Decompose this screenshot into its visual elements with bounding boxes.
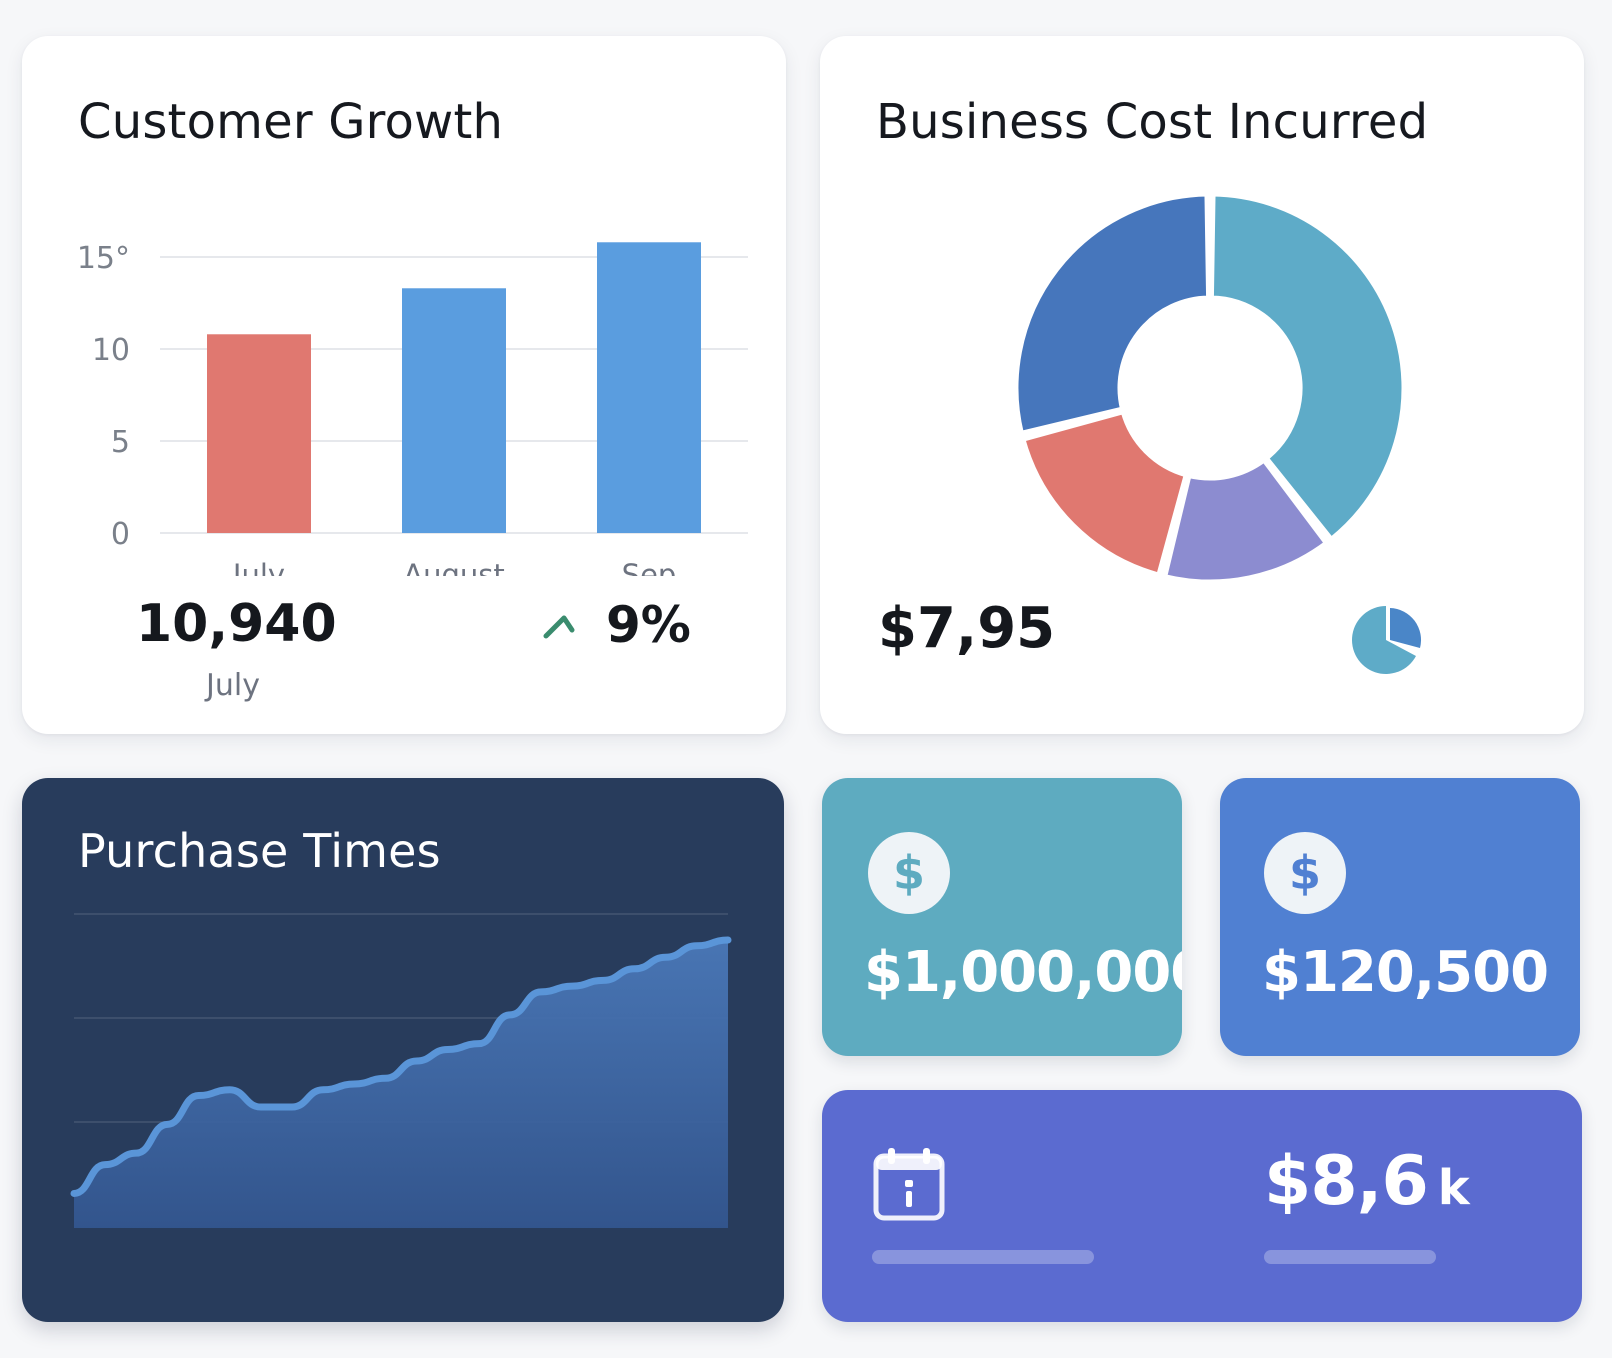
stat-amount-schedule: $8,6 k <box>1264 1142 1470 1221</box>
x-tick-label: Sep <box>622 558 677 576</box>
donut-slice <box>1019 408 1190 579</box>
stat-amount-revenue: $120,500 <box>1262 940 1549 1005</box>
growth-trend-value: 9% <box>606 596 691 654</box>
bar-sep <box>597 242 701 533</box>
customer-growth-title: Customer Growth <box>78 94 504 150</box>
stat-card-revenue[interactable]: $ $120,500 <box>1220 778 1580 1056</box>
y-tick-label: 10 <box>92 333 130 368</box>
dollar-icon: $ <box>868 832 950 914</box>
dollar-icon: $ <box>1264 832 1346 914</box>
placeholder-bar <box>1264 1250 1436 1264</box>
trend-up-icon <box>543 615 575 639</box>
business-cost-title: Business Cost Incurred <box>876 94 1429 150</box>
x-tick-label: July <box>231 558 285 576</box>
donut-slice <box>1013 191 1212 437</box>
business-cost-donut-chart <box>1013 191 1407 585</box>
bar-august <box>402 288 506 533</box>
growth-trend: 9% <box>542 596 691 654</box>
stat-amount-unit: k <box>1437 1160 1470 1216</box>
pie-chart-icon[interactable] <box>1350 600 1430 680</box>
purchase-times-area-chart <box>70 913 732 1228</box>
y-tick-label: 5 <box>111 425 130 460</box>
customer-growth-period: July <box>206 668 260 703</box>
business-cost-card: Business Cost Incurred $7,95 <box>820 36 1584 734</box>
placeholder-bar <box>872 1250 1094 1264</box>
area-line <box>70 936 732 1197</box>
bar-july <box>207 334 311 533</box>
stat-amount-value: $8,6 <box>1264 1142 1429 1221</box>
x-tick-label: August <box>403 558 505 576</box>
customer-growth-bar-chart: 15° 10 5 0 July August Sep <box>77 241 748 576</box>
business-cost-value: $7,95 <box>878 596 1056 661</box>
stat-amount-total: $1,000,000 <box>864 940 1182 1005</box>
area-fill <box>74 940 728 1228</box>
calendar-icon <box>873 1148 945 1221</box>
stat-card-total[interactable]: $ $1,000,000 <box>822 778 1182 1056</box>
purchase-times-title: Purchase Times <box>78 824 441 878</box>
y-tick-label: 0 <box>111 517 130 552</box>
y-tick-label: 15° <box>77 241 130 276</box>
customer-growth-value: 10,940 <box>136 594 337 654</box>
stat-card-schedule[interactable]: $8,6 k <box>822 1090 1582 1322</box>
purchase-times-card: Purchase Times <box>22 778 784 1322</box>
donut-slice <box>1208 191 1407 543</box>
customer-growth-card: Customer Growth 15° 10 5 0 July August Sep 10,… <box>22 36 786 734</box>
donut-slice <box>1161 456 1330 585</box>
